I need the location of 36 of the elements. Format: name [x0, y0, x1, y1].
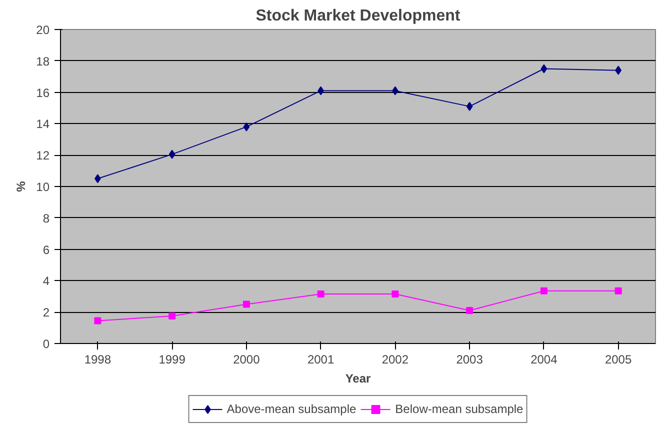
- point: [242, 300, 250, 308]
- y-tick-label: 6: [42, 242, 50, 257]
- point: [243, 122, 250, 132]
- legend-label: Above-mean subsample: [226, 402, 356, 416]
- x-tick-label: 2002: [382, 352, 409, 366]
- x-tick-label: 2001: [307, 352, 334, 366]
- point: [466, 307, 474, 314]
- x-tick-label: 2003: [456, 352, 484, 366]
- point: [317, 290, 324, 298]
- y-axis-title: %: [14, 180, 28, 192]
- x-tick-label: 1999: [158, 352, 186, 366]
- y-tick-label: 0: [42, 337, 50, 351]
- y-tick-label: 20: [36, 23, 50, 37]
- y-tick-label: 12: [36, 148, 50, 163]
- chart-title: Stock Market Development: [256, 8, 461, 24]
- point: [614, 287, 622, 294]
- y-tick-label: 14: [36, 117, 50, 132]
- x-tick-label: 2005: [604, 352, 632, 366]
- y-tick-label: 16: [36, 86, 50, 100]
- x-axis-title: Year: [345, 372, 372, 386]
- x-tick-label: 2004: [530, 352, 558, 366]
- point: [168, 312, 176, 320]
- point: [540, 287, 548, 294]
- y-tick-label: 18: [36, 54, 50, 68]
- point: [392, 290, 399, 298]
- legend-label: Below-mean subsample: [395, 402, 524, 416]
- y-tick-label: 10: [36, 180, 50, 194]
- x-tick-label: 2000: [233, 352, 260, 366]
- y-tick-label: 4: [42, 274, 50, 288]
- y-tick-label: 8: [42, 211, 50, 226]
- point: [540, 64, 548, 74]
- point: [466, 102, 473, 111]
- point: [94, 317, 102, 324]
- point: [168, 150, 176, 159]
- x-tick-label: 1998: [84, 352, 112, 366]
- y-tick-label: 2: [42, 306, 50, 320]
